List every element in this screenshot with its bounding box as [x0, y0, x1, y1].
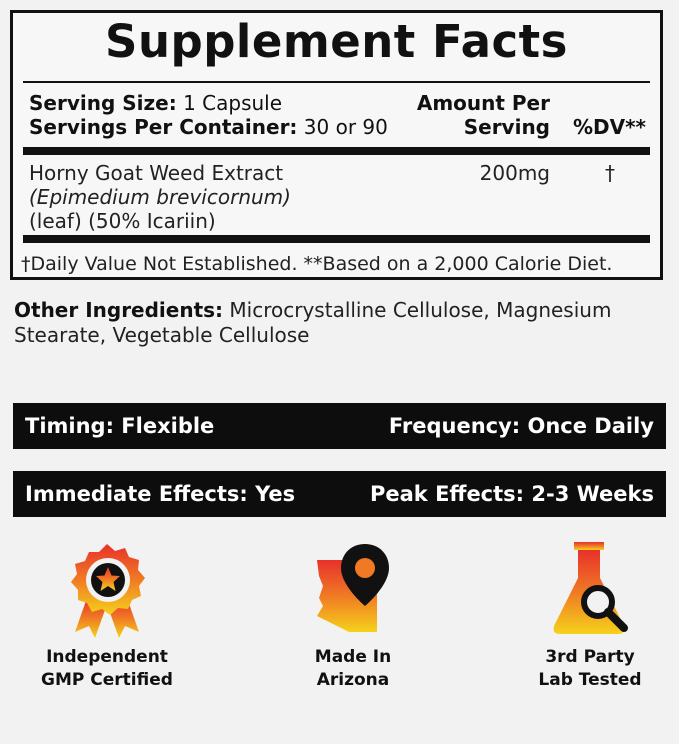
timing-bar: Timing: Flexible Frequency: Once Daily	[13, 403, 666, 449]
immediate-effects-text: Immediate Effects: Yes	[25, 482, 296, 506]
serving-size-label: Serving Size:	[29, 91, 177, 115]
badge-lab-tested: 3rd Party Lab Tested	[505, 540, 675, 692]
badge-gmp: Independent GMP Certified	[22, 540, 192, 692]
peak-effects-text: Peak Effects: 2-3 Weeks	[370, 482, 654, 506]
effects-bar: Immediate Effects: Yes Peak Effects: 2-3…	[13, 471, 666, 517]
timing-text: Timing: Flexible	[25, 414, 215, 438]
badge-gmp-label: Independent GMP Certified	[41, 647, 173, 690]
other-ingredients: Other Ingredients: Microcrystalline Cell…	[14, 298, 669, 348]
facts-footnote: †Daily Value Not Established. **Based on…	[21, 253, 613, 275]
thick-divider	[23, 235, 650, 243]
facts-title: Supplement Facts	[105, 15, 568, 68]
amount-per-serving-header: Amount Per Serving	[416, 91, 550, 139]
award-ribbon-star-icon	[71, 544, 145, 638]
ingredient-amount: 200mg	[479, 161, 550, 185]
serving-info: Serving Size: 1 Capsule Servings Per Con…	[29, 91, 388, 139]
serving-size-value: 1 Capsule	[183, 91, 283, 115]
supplement-facts-panel: Supplement Facts Serving Size: 1 Capsule…	[10, 10, 663, 280]
thick-divider	[23, 147, 650, 155]
other-ingredients-text: Microcrystalline Cellulose, Magnesium St…	[14, 298, 612, 347]
ingredient-row: Horny Goat Weed Extract (Epimedium brevi…	[29, 161, 291, 233]
ingredient-latin: (Epimedium brevicornum)	[29, 185, 291, 209]
ingredient-name: Horny Goat Weed Extract	[29, 161, 284, 185]
other-ingredients-label: Other Ingredients:	[14, 298, 224, 322]
servings-per-container-value: 30 or 90	[303, 115, 388, 139]
daily-value-header: %DV**	[572, 115, 646, 139]
badge-lab-tested-label: 3rd Party Lab Tested	[538, 647, 642, 690]
ingredient-detail: (leaf) (50% Icariin)	[29, 209, 216, 233]
lab-flask-magnifier-icon	[553, 542, 628, 634]
arizona-map-pin-icon	[317, 544, 389, 632]
badge-arizona-label: Made In Arizona	[314, 647, 392, 690]
ingredient-dv: †	[605, 161, 615, 185]
badge-arizona: Made In Arizona	[268, 540, 438, 692]
divider	[23, 81, 650, 83]
frequency-text: Frequency: Once Daily	[388, 414, 654, 438]
servings-per-container-label: Servings Per Container:	[29, 115, 298, 139]
